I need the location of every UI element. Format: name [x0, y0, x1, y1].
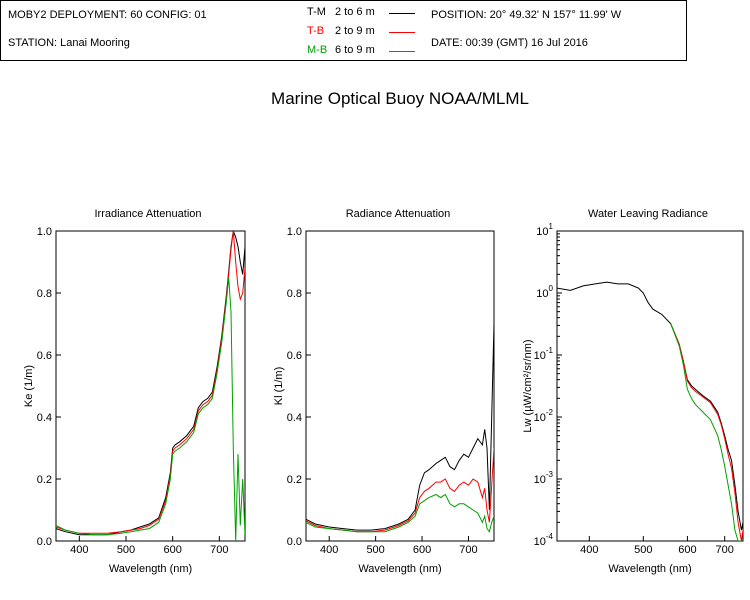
- pair-label-tb: T-B: [307, 25, 325, 37]
- y-tick-label: 0.4: [37, 412, 52, 424]
- y-tick-label: 0.8: [287, 288, 302, 300]
- x-tick-label: 700: [716, 544, 734, 556]
- plot-frame: [305, 230, 495, 542]
- series-line-t-b: [670, 323, 743, 541]
- x-tick-label: 500: [117, 544, 135, 556]
- pair-range-tb: 2 to 9 m: [335, 25, 375, 37]
- y-tick-label: 0.8: [37, 288, 52, 300]
- info-box: MOBY2 DEPLOYMENT: 60 CONFIG: 01 STATION:…: [0, 0, 687, 61]
- page-title: Marine Optical Buoy NOAA/MLML: [271, 89, 529, 108]
- y-tick-label: 101: [536, 222, 553, 238]
- pair-range-mb: 6 to 9 m: [335, 44, 375, 56]
- pair-label-tm: T-M: [307, 6, 326, 18]
- deployment-text: MOBY2 DEPLOYMENT: 60 CONFIG: 01: [8, 9, 207, 21]
- series-line-m-b: [56, 277, 245, 541]
- x-tick-label: 700: [210, 544, 228, 556]
- y-axis-label: Kl (1/m): [273, 367, 285, 406]
- x-tick-label: 400: [320, 544, 338, 556]
- chart-1: Irradiance Attenuation 400 500 600 700 0.0 0.2…: [23, 208, 246, 575]
- x-tick-label: 600: [678, 544, 696, 556]
- series-line-t-b: [56, 231, 245, 534]
- series-line-m-b: [670, 323, 742, 541]
- y-axis-label: Ke (1/m): [23, 365, 35, 407]
- x-tick-label: 500: [366, 544, 384, 556]
- pair-range-tm: 2 to 6 m: [335, 6, 375, 18]
- chart-3: Water Leaving Radiance 400 500 600 700 10-4 10…: [522, 208, 744, 575]
- x-tick-label: 700: [459, 544, 477, 556]
- series-line-t-m: [306, 323, 494, 531]
- series-line-m-b: [306, 493, 494, 533]
- y-tick-label: 10-3: [534, 470, 554, 486]
- y-tick-label: 100: [536, 284, 553, 300]
- chart-title: Water Leaving Radiance: [588, 208, 708, 220]
- y-tick-label: 0.0: [37, 536, 52, 548]
- x-tick-label: 400: [70, 544, 88, 556]
- x-axis-label: Wavelength (nm): [109, 563, 192, 575]
- x-tick-label: 500: [634, 544, 652, 556]
- x-axis-label: Wavelength (nm): [608, 563, 691, 575]
- y-tick-label: 0.4: [287, 412, 302, 424]
- chart-2: Radiance Attenuation 400 500 600 700 0.0 0.2 0.…: [273, 208, 495, 575]
- y-tick-label: 0.2: [287, 474, 302, 486]
- series-line-t-m: [557, 281, 743, 531]
- y-tick-label: 0.6: [37, 350, 52, 362]
- date-text: DATE: 00:39 (GMT) 16 Jul 2016: [431, 37, 588, 49]
- position-text: POSITION: 20° 49.32' N 157° 11.99' W: [431, 9, 622, 21]
- plot-frame: [556, 230, 744, 542]
- plot-frame: [55, 230, 246, 542]
- pair-swatch-mb: [389, 51, 415, 52]
- y-tick-label: 0.0: [287, 536, 302, 548]
- x-axis-label: Wavelength (nm): [358, 563, 441, 575]
- x-tick-label: 600: [413, 544, 431, 556]
- chart-title: Radiance Attenuation: [346, 208, 451, 220]
- y-axis-label: Lw (µW/cm²/sr/nm): [522, 339, 534, 432]
- pair-swatch-tb: [389, 32, 415, 33]
- station-text: STATION: Lanai Mooring: [8, 37, 130, 49]
- chart-title: Irradiance Attenuation: [94, 208, 201, 220]
- y-tick-label: 10-2: [534, 408, 554, 424]
- pair-label-mb: M-B: [307, 44, 328, 56]
- y-tick-label: 0.2: [37, 474, 52, 486]
- y-tick-label: 1.0: [287, 226, 302, 238]
- y-tick-label: 0.6: [287, 350, 302, 362]
- x-tick-label: 400: [580, 544, 598, 556]
- series-line-t-m: [56, 231, 245, 536]
- x-tick-label: 600: [163, 544, 181, 556]
- pair-swatch-tm: [389, 13, 415, 14]
- y-tick-label: 10-1: [534, 346, 554, 362]
- y-tick-label: 1.0: [37, 226, 52, 238]
- y-tick-label: 10-4: [534, 532, 554, 548]
- series-line-t-b: [306, 447, 494, 533]
